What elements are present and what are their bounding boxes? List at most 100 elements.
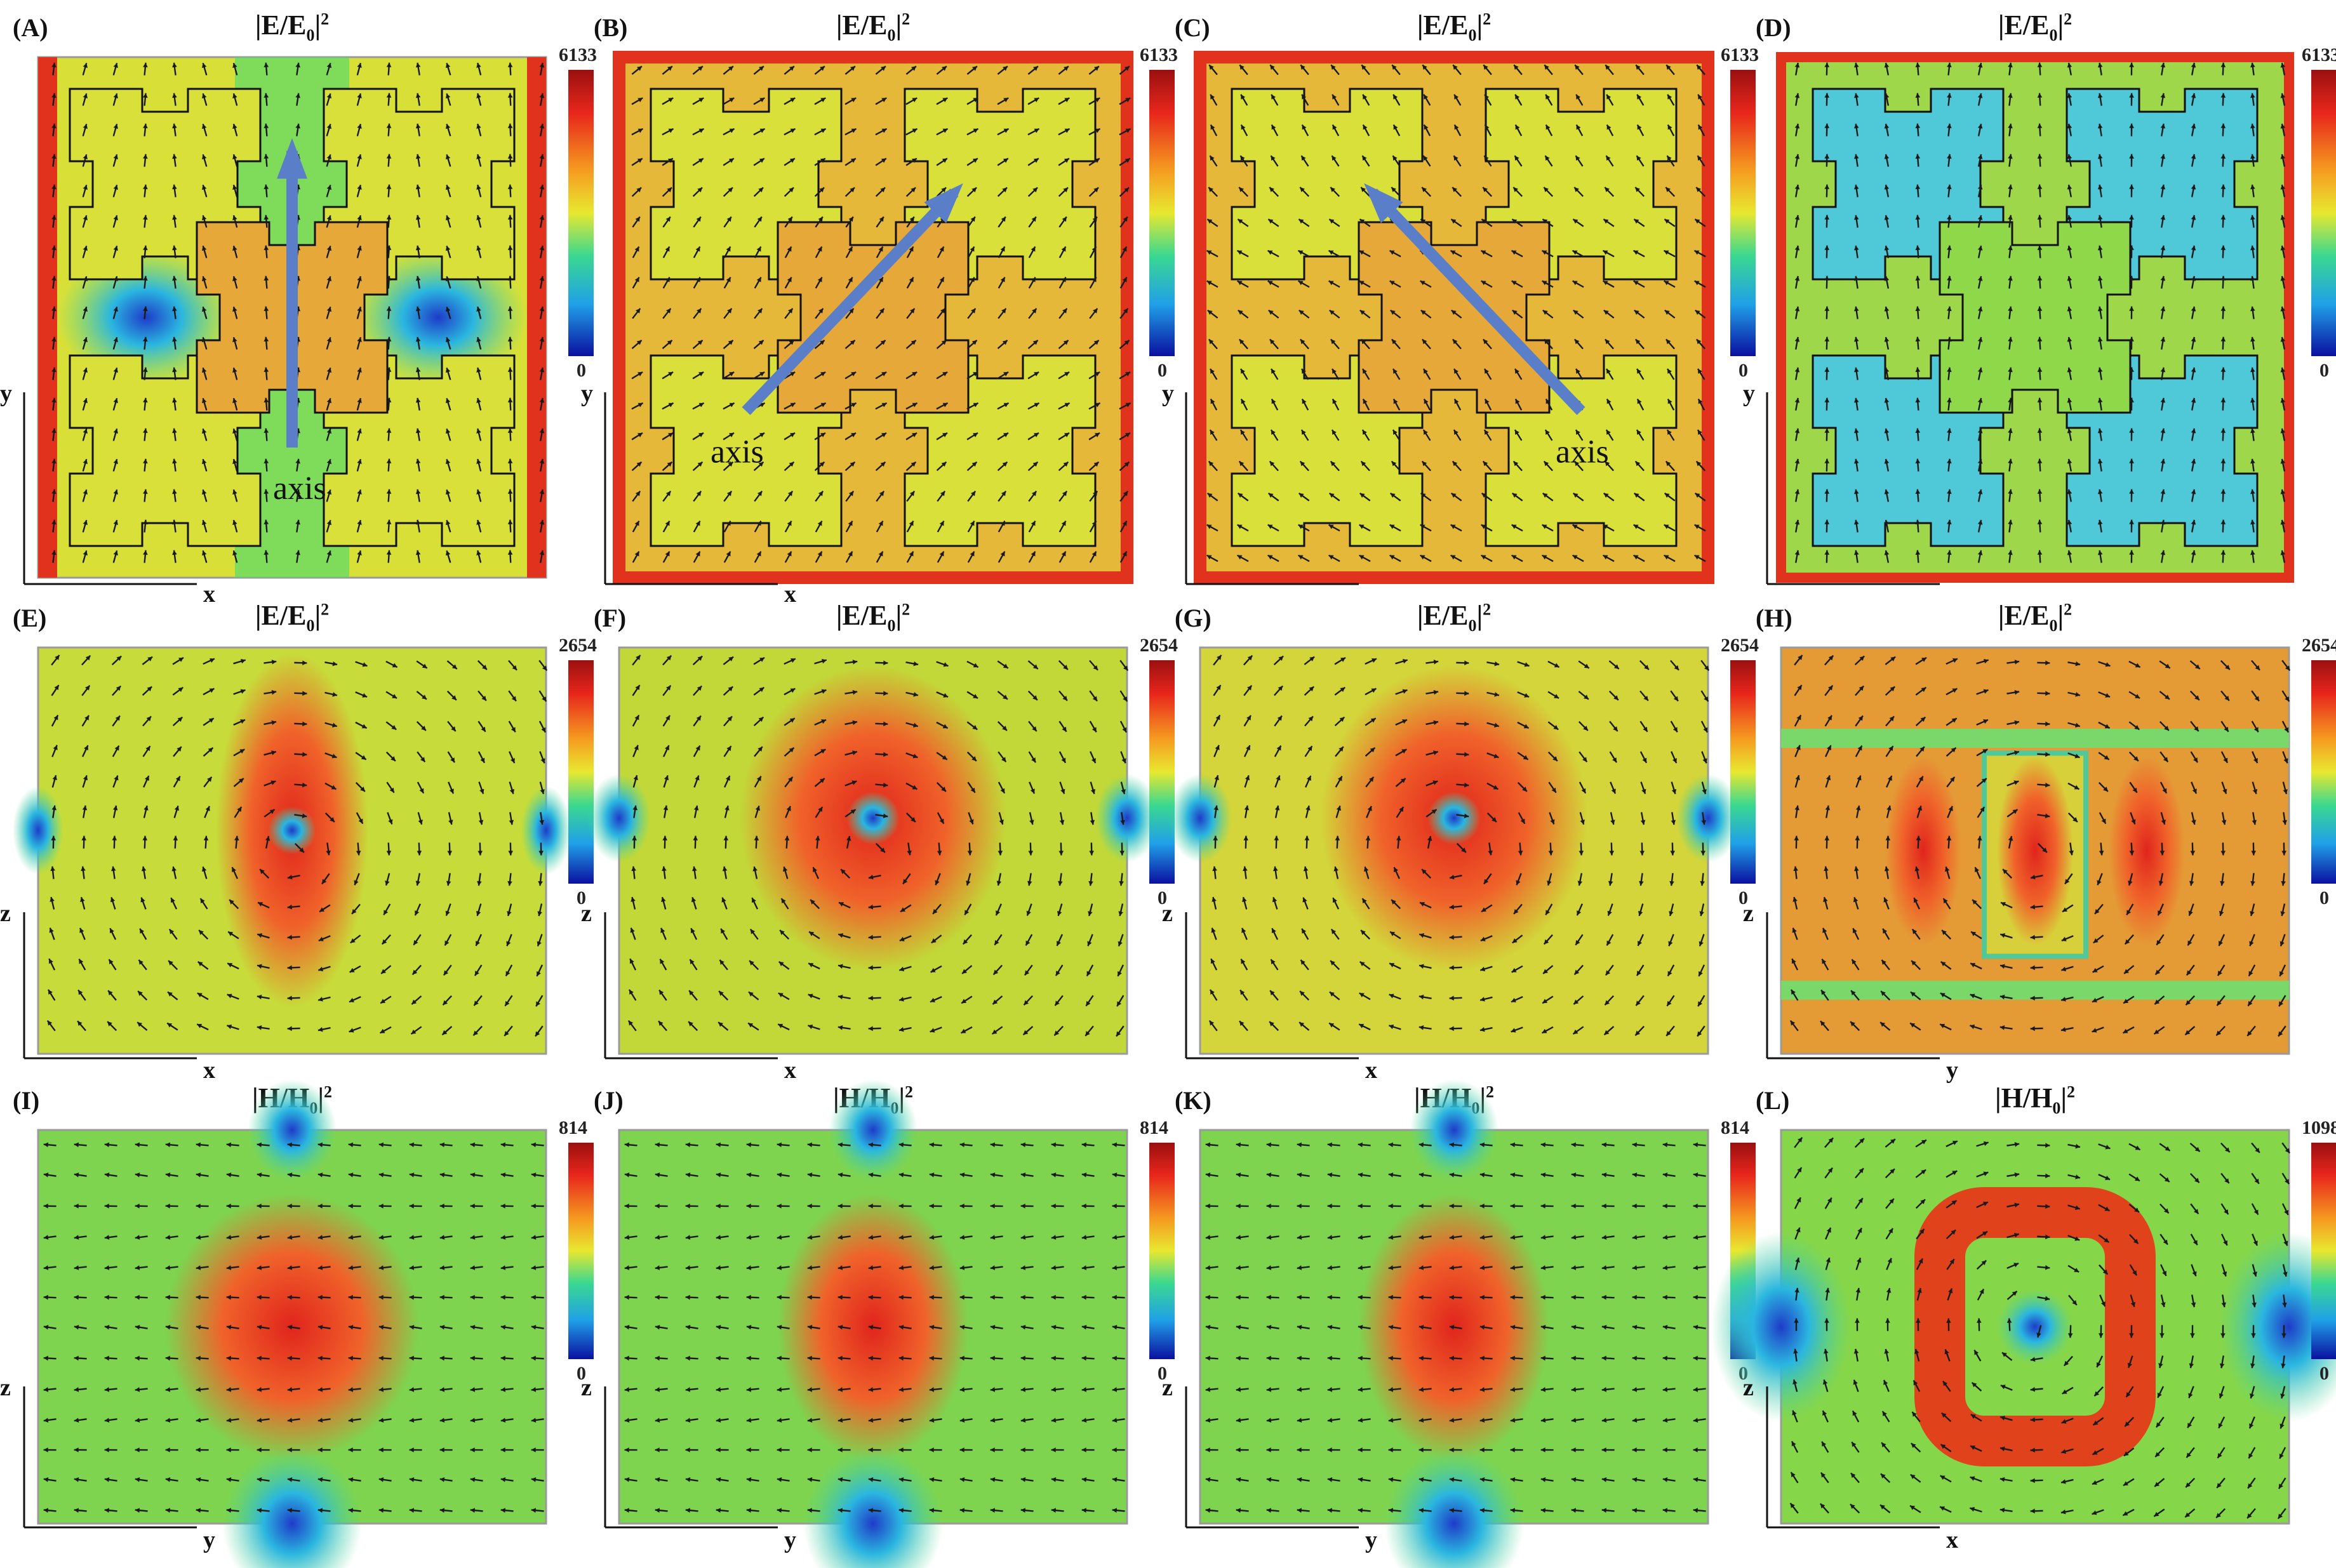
axis-annotation: axis — [1556, 434, 1609, 470]
axis-v-label: z — [1743, 900, 1754, 927]
field-symbol: E — [843, 600, 861, 631]
axes-indicator — [600, 380, 803, 588]
panel-title: |E/E0|2 — [836, 9, 910, 45]
field-symbol-ref: E — [2031, 10, 2049, 41]
panel-label: (A) — [13, 13, 48, 43]
axis-v-label: z — [1162, 900, 1173, 927]
panel-title: |E/E0|2 — [255, 599, 329, 635]
colorbar-max: 6133 — [1140, 44, 1178, 66]
cold-lobe — [829, 1079, 918, 1181]
colorbar — [565, 70, 597, 356]
axis-v-label: z — [581, 900, 592, 927]
panel-label: (C) — [1175, 13, 1210, 43]
axes-indicator — [1181, 380, 1384, 588]
colorbar-min: 0 — [1739, 360, 1748, 382]
cold-edge — [587, 774, 651, 863]
field-symbol-ref: E — [288, 600, 306, 631]
cold-lobe — [248, 1079, 337, 1181]
axes-indicator — [600, 900, 803, 1062]
cold-spot — [1427, 792, 1481, 845]
cold-spot — [846, 792, 900, 845]
colorbar — [565, 660, 597, 884]
colorbar-min: 0 — [2319, 887, 2329, 909]
colorbar-max: 2654 — [1721, 635, 1759, 656]
axes-indicator — [1762, 900, 1965, 1062]
axes-indicator — [1181, 900, 1384, 1062]
colorbar — [1727, 70, 1759, 356]
colorbar — [1146, 660, 1178, 884]
axes-indicator — [19, 900, 222, 1062]
colorbar — [2308, 70, 2336, 356]
axes-indicator — [19, 380, 222, 588]
colorbar — [1146, 70, 1178, 356]
panel-title: |E/E0|2 — [1417, 599, 1491, 635]
panel-label: (F) — [594, 603, 626, 633]
axis-h-label: y — [203, 1526, 215, 1554]
axis-v-label: y — [1162, 380, 1174, 408]
colorbar-gradient — [1149, 660, 1175, 884]
hot-region — [1997, 755, 2073, 946]
panel-label: (G) — [1175, 603, 1211, 633]
panel-label: (D) — [1756, 13, 1791, 43]
colorbar-gradient — [568, 660, 594, 884]
colorbar — [2308, 660, 2336, 884]
field-symbol: E — [262, 600, 280, 631]
field-symbol: E — [2005, 10, 2023, 41]
panel-label: (B) — [594, 13, 627, 43]
colorbar-max: 814 — [559, 1117, 587, 1139]
axis-v-label: y — [581, 380, 593, 408]
colorbar-min: 0 — [2319, 360, 2329, 382]
colorbar-max: 6133 — [559, 44, 597, 66]
panel-label: (I) — [13, 1086, 39, 1115]
panel-title: |E/E0|2 — [255, 9, 329, 45]
colorbar-max: 6133 — [1721, 44, 1759, 66]
axis-annotation: axis — [273, 470, 326, 507]
edge-hot — [527, 57, 546, 578]
field-symbol-ref: E — [1450, 600, 1468, 631]
axis-v-label: y — [0, 380, 12, 408]
field-symbol-ref: E — [1450, 10, 1468, 41]
colorbar-gradient — [1730, 70, 1756, 356]
cold-edge — [1168, 774, 1232, 863]
field-symbol: E — [262, 10, 280, 41]
panel-label: (E) — [13, 603, 46, 633]
axes-indicator — [19, 1374, 222, 1531]
field-symbol-ref: E — [869, 10, 887, 41]
cold-edge — [521, 786, 571, 875]
axis-v-label: z — [0, 900, 11, 927]
field-symbol: E — [2005, 600, 2023, 631]
colorbar-gradient — [568, 1143, 594, 1359]
panel-title: |E/E0|2 — [1417, 9, 1491, 45]
colorbar-max: 6133 — [2302, 44, 2336, 66]
field-symbol: E — [843, 10, 861, 41]
axes-indicator — [1762, 380, 1965, 588]
axis-v-label: y — [1743, 380, 1755, 408]
field-symbol: E — [1424, 600, 1442, 631]
colorbar-max: 2654 — [2302, 635, 2336, 656]
colorbar-gradient — [1149, 70, 1175, 356]
field-symbol-ref: E — [288, 10, 306, 41]
field-symbol-ref: E — [2031, 600, 2049, 631]
colorbar-max: 2654 — [559, 635, 597, 656]
colorbar-gradient — [1730, 660, 1756, 884]
colorbar-gradient — [2311, 70, 2336, 356]
panel-title: |E/E0|2 — [1998, 9, 2072, 45]
hot-region — [2109, 755, 2185, 946]
panel-title: |E/E0|2 — [836, 599, 910, 635]
panel-title: |E/E0|2 — [1998, 599, 2072, 635]
field-symbol-ref: E — [869, 600, 887, 631]
colorbar-max: 2654 — [1140, 635, 1178, 656]
axis-v-label: z — [0, 1374, 11, 1402]
field-symbol: E — [1424, 10, 1442, 41]
unit-cell-outline — [778, 222, 968, 413]
colorbar — [1727, 660, 1759, 884]
colorbar-gradient — [568, 70, 594, 356]
